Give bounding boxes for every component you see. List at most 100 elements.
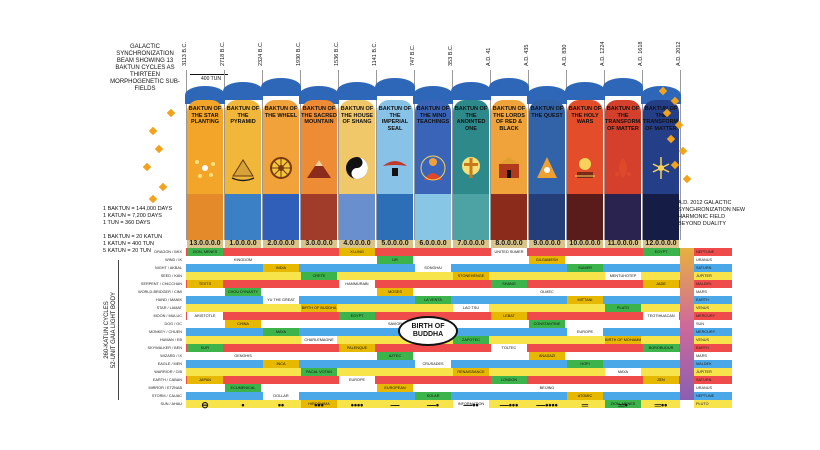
grid-cell: SAVIOR: [377, 320, 413, 328]
side-axis-label: 260-KATUN CYCLES 52-UNIT GAIA LIGHT BODY: [104, 291, 117, 369]
kin-row: ECUMENICAL EUROPEAN BEIJING: [186, 384, 680, 392]
grid-cell: XI-LING: [339, 248, 375, 256]
date-label: 2324 B.C.: [258, 41, 264, 66]
grid-cell: MAYA: [605, 368, 641, 376]
grid-cell: EGYPT: [339, 312, 375, 320]
date-label: 747 B.C.: [410, 44, 416, 66]
maya-number-glyph: ═••: [654, 400, 668, 410]
diamond-icon: [148, 194, 158, 204]
date-label: A.D. 435: [524, 44, 530, 66]
kin-row: JAPAN EUROPE LONDON ZEN: [186, 376, 680, 384]
kin-row: CHOU DYNASTY MOSES OLMEC: [186, 288, 680, 296]
grid-cell: GENGHIS: [225, 352, 261, 360]
date-tick: [604, 70, 605, 240]
header-note: GALACTIC SYNCHRONIZATION BEAM SHOWING 13…: [110, 44, 180, 92]
grid-cell: MENTUHOTEP: [605, 272, 641, 280]
grid-cell: STONEHENGE: [453, 272, 489, 280]
grid-cell: LA VENTA: [415, 296, 451, 304]
kin-row: BIRTH OF BUDDHA LAO TSU PLATO: [186, 304, 680, 312]
column-ground: [453, 194, 489, 240]
grid-cell: BEIJING: [529, 384, 565, 392]
wave-crest: [261, 78, 301, 96]
pyramid-ship-icon: [229, 154, 257, 187]
planet-label: MERCURY: [694, 328, 732, 336]
column-ground: [643, 194, 679, 240]
grid-cell: UNITED SUMER: [491, 248, 527, 256]
date-label: 1141 B.C.: [372, 41, 378, 66]
span-marker: [190, 74, 228, 75]
date-tick: [338, 70, 339, 240]
kin-row-label: MOON / MULUC: [153, 314, 182, 318]
kin-row: ZION, MENES XI-LING UNITED SUMER EGYPT: [186, 248, 680, 256]
planet-label: JUPITER: [694, 368, 732, 376]
kin-row-label: STORM / CAUAC: [151, 394, 182, 398]
grid-cell: PLATO: [605, 304, 641, 312]
date-tick: [186, 70, 187, 240]
maya-number-glyph: ••••: [350, 400, 364, 410]
planet-label: MARS: [694, 352, 732, 360]
baktun-count: 4.0.0.0.0: [339, 240, 375, 248]
baktun-count: 13.0.0.0.0: [187, 240, 223, 248]
grid-cell: CRUSADES: [415, 360, 451, 368]
date-label: 3113 B.C.: [182, 41, 188, 66]
diamond-icon: [154, 144, 164, 154]
baktun-column: BAKTUN OF THE ANOINTED ONE: [453, 100, 489, 240]
grid-cell: EGYPT: [643, 248, 679, 256]
baktun-count: 3.0.0.0.0: [301, 240, 337, 248]
grid-cell: HIROSHIMA: [301, 400, 337, 408]
planet-label: MARS: [694, 288, 732, 296]
mountain-icon: [305, 154, 333, 187]
kin-row-label: WORLD-BRIDGER / CIMI: [138, 290, 182, 294]
span-label: 400 TUN: [201, 76, 221, 82]
grid-cell: INFORMATION: [453, 400, 489, 408]
grid-cell: ATOMIC: [567, 392, 603, 400]
diamond-icon: [148, 126, 158, 136]
column-ground: [415, 194, 451, 240]
date-label: A.D. 41: [486, 47, 492, 66]
planet-label: URANUS: [694, 256, 732, 264]
baktun-count: 8.0.0.0.0: [491, 240, 527, 248]
quest-icon: [533, 154, 561, 187]
wave-crest: [223, 82, 263, 100]
grid-cell: CHINA: [225, 320, 261, 328]
date-label: 353 B.C.: [448, 44, 454, 66]
baktun-title: BAKTUN OF THE LORDS OF RED & BLACK: [492, 106, 526, 132]
date-label: 1536 B.C.: [334, 41, 340, 66]
baktun-count: 12.0.0.0.0: [643, 240, 679, 248]
date-tick: [414, 70, 415, 240]
grid-cell: EUROPE: [339, 376, 375, 384]
star-dots-icon: [191, 154, 219, 187]
column-ground: [529, 194, 565, 240]
grid-cell: SONGHAI: [415, 264, 451, 272]
grid-cell: LONDON: [491, 376, 527, 384]
kin-row: YU THE GREAT LA VENTA MITTANI: [186, 296, 680, 304]
baktun-column: BAKTUN OF THE TRANSFORMATION OF MATTER: [643, 100, 679, 240]
kin-row-label: SUN / AHAU: [160, 402, 182, 406]
baktun-count: 10.0.0.0.0: [567, 240, 603, 248]
baktun-title: BAKTUN OF THE QUEST: [530, 106, 564, 119]
grid-cell: PACAL VOTAN: [301, 368, 337, 376]
kin-row: SUFI PALENQUE TOLTEC BOROBUDUR: [186, 344, 680, 352]
grid-cell: CONSTANTINE: [529, 320, 565, 328]
baktun-title: BAKTUN OF THE HOLY WARS: [568, 106, 602, 125]
grid-cell: ZION, MENES: [187, 248, 223, 256]
kin-row: PACAL VOTAN RENAISSANCE MAYA: [186, 368, 680, 376]
kin-row-label: EARTH / CABAN: [152, 378, 182, 382]
diamond-icon: [682, 174, 692, 184]
kin-row-label: WIND / IK: [165, 258, 182, 262]
date-tick: [224, 70, 225, 240]
baktun-column: BAKTUN OF THE WHEEL: [263, 100, 299, 240]
grid-cell: AZTEC: [377, 352, 413, 360]
maya-number-glyph: —: [390, 400, 400, 410]
baktun-column: BAKTUN OF THE SACRED MOUNTAIN: [301, 100, 337, 240]
kin-row-label: DRAGON / IMIX: [154, 250, 182, 254]
baktun-title: BAKTUN OF THE MIND TEACHINGS: [416, 106, 450, 125]
planet-label: NEPTUNE: [694, 392, 732, 400]
wave-crest: [451, 82, 491, 100]
maya-number-glyph: ⊖: [201, 400, 209, 410]
holy-wars-icon: [571, 154, 599, 187]
wave-crest: [299, 86, 339, 104]
grid-cell: HAMMURABI: [339, 280, 375, 288]
grid-cell: BOROBUDUR: [643, 344, 679, 352]
kin-row-label: MONKEY / CHUEN: [148, 330, 182, 334]
